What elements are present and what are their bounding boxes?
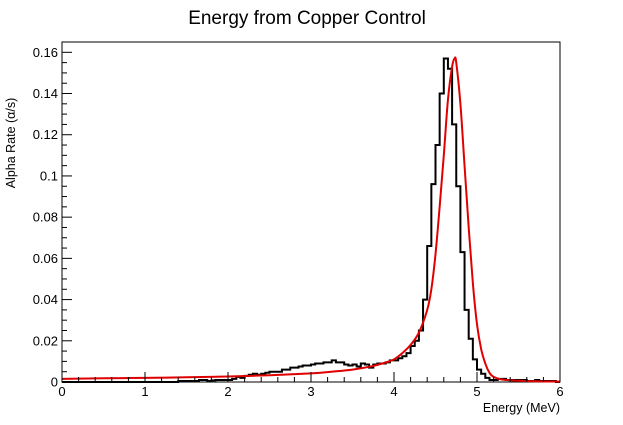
y-tick-label: 0.02 — [33, 333, 58, 348]
y-tick-label: 0.06 — [33, 251, 58, 266]
x-tick-label: 0 — [58, 384, 65, 399]
y-tick-label: 0.08 — [33, 210, 58, 225]
histogram-series — [62, 57, 560, 383]
x-tick-label: 6 — [556, 384, 563, 399]
y-tick-label: 0.04 — [33, 292, 58, 307]
plot-area: 0 1 2 3 4 5 6 0 0.02 0.04 0.06 0.08 0.1 0.12 0.14 0.16 — [33, 41, 564, 399]
fit-curve — [61, 56, 561, 383]
y-tick-label: 0.12 — [33, 127, 58, 142]
x-axis-label: Energy (MeV) — [483, 401, 560, 415]
x-tick-label: 2 — [224, 384, 231, 399]
y-tick-label: 0.16 — [33, 45, 58, 60]
histogram-layer — [62, 57, 560, 383]
x-tick-label: 5 — [473, 384, 480, 399]
y-axis: 0 0.02 0.04 0.06 0.08 0.1 0.12 0.14 0.16 — [33, 41, 72, 390]
fit-layer — [61, 56, 561, 383]
y-tick-label: 0.14 — [33, 86, 58, 101]
y-axis-label: Alpha Rate (α/s) — [4, 98, 18, 189]
plot-frame — [61, 41, 561, 383]
chart-title: Energy from Copper Control — [188, 8, 426, 29]
y-tick-label: 0 — [51, 375, 58, 390]
x-tick-label: 1 — [141, 384, 148, 399]
y-tick-label: 0.1 — [40, 168, 58, 183]
x-axis: 0 1 2 3 4 5 6 — [58, 372, 564, 399]
x-tick-label: 3 — [307, 384, 314, 399]
x-tick-label: 4 — [390, 384, 397, 399]
